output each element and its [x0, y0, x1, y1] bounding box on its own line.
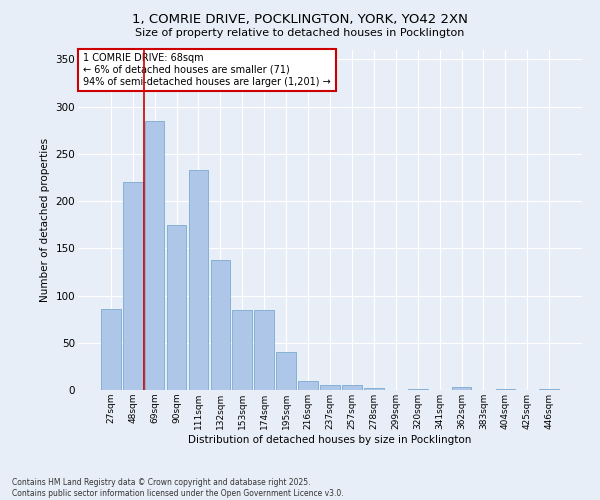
Bar: [276, 352, 296, 390]
Bar: [408, 389, 428, 390]
Bar: [232, 310, 252, 390]
Bar: [342, 386, 362, 390]
Bar: [101, 309, 121, 390]
Bar: [145, 121, 164, 390]
Bar: [320, 386, 340, 390]
Bar: [211, 260, 230, 390]
Text: 1, COMRIE DRIVE, POCKLINGTON, YORK, YO42 2XN: 1, COMRIE DRIVE, POCKLINGTON, YORK, YO42…: [132, 12, 468, 26]
X-axis label: Distribution of detached houses by size in Pocklington: Distribution of detached houses by size …: [188, 434, 472, 444]
Text: Contains HM Land Registry data © Crown copyright and database right 2025.
Contai: Contains HM Land Registry data © Crown c…: [12, 478, 344, 498]
Bar: [452, 387, 472, 390]
Bar: [298, 380, 318, 390]
Bar: [123, 182, 143, 390]
Text: Size of property relative to detached houses in Pocklington: Size of property relative to detached ho…: [136, 28, 464, 38]
Bar: [188, 170, 208, 390]
Bar: [254, 310, 274, 390]
Bar: [167, 224, 187, 390]
Text: 1 COMRIE DRIVE: 68sqm
← 6% of detached houses are smaller (71)
94% of semi-detac: 1 COMRIE DRIVE: 68sqm ← 6% of detached h…: [83, 54, 331, 86]
Bar: [539, 389, 559, 390]
Bar: [364, 388, 384, 390]
Bar: [496, 389, 515, 390]
Y-axis label: Number of detached properties: Number of detached properties: [40, 138, 50, 302]
